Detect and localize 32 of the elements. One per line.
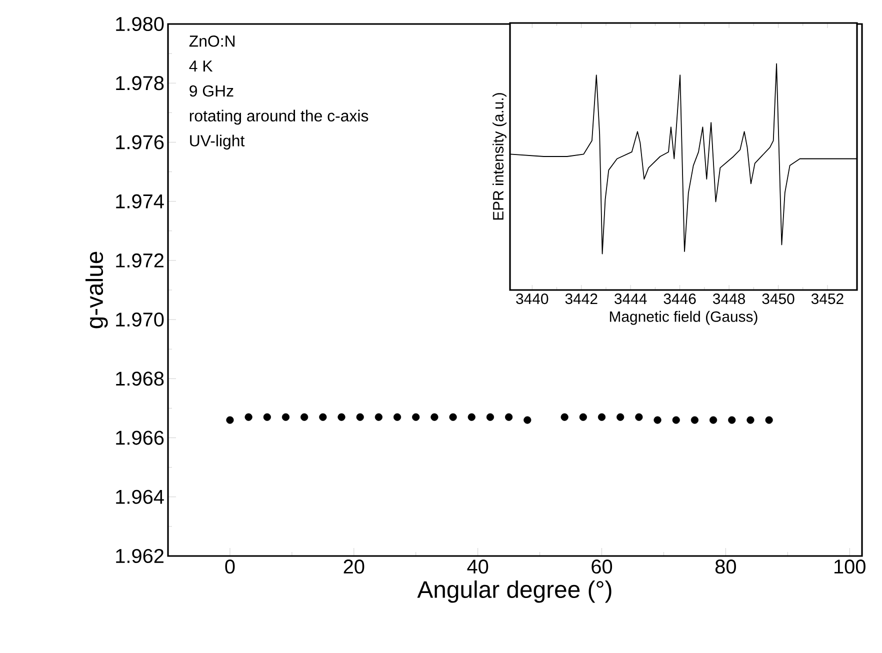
y-tick-label: 1.962 bbox=[116, 548, 164, 564]
annotation: ZnO:N bbox=[189, 36, 235, 47]
x-tick-label: 3442 bbox=[565, 294, 598, 304]
x-axis-title: Magnetic field (Gauss) bbox=[610, 310, 758, 325]
y-tick-label: 1.974 bbox=[116, 194, 164, 208]
annotation: rotating around the c-axis bbox=[190, 110, 368, 125]
y-tick-label: 1.972 bbox=[116, 253, 164, 268]
y-tick-label: 1.968 bbox=[116, 372, 164, 386]
x-tick-label: 0 bbox=[225, 560, 235, 574]
y-tick-label: 1.966 bbox=[116, 430, 164, 445]
x-tick-label: 60 bbox=[592, 560, 612, 574]
y-tick-label: 1.976 bbox=[116, 135, 164, 150]
y-axis-title: EPR intensity (a.u.) bbox=[492, 93, 506, 220]
x-tick-label: 3452 bbox=[811, 294, 844, 304]
annotation: UV-light bbox=[190, 134, 245, 150]
x-tick-label: 3440 bbox=[516, 294, 548, 304]
x-axis-title: Angular degree (°) bbox=[417, 580, 612, 603]
x-tick-label: 3450 bbox=[762, 294, 794, 304]
y-tick-label: 1.980 bbox=[116, 16, 164, 32]
annotation: 9 GHz bbox=[190, 85, 234, 97]
y-tick-label: 1.978 bbox=[116, 76, 164, 90]
x-tick-label: 3444 bbox=[614, 294, 647, 304]
y-tick-label: 1.970 bbox=[116, 312, 164, 327]
x-tick-label: 80 bbox=[715, 560, 736, 574]
x-tick-label: 3448 bbox=[712, 294, 745, 304]
annotation: 4 K bbox=[189, 60, 213, 72]
y-axis-title: g-value bbox=[85, 252, 108, 328]
y-tick-label: 1.964 bbox=[116, 490, 164, 504]
x-tick-label: 3446 bbox=[664, 294, 696, 304]
x-tick-label: 20 bbox=[344, 560, 364, 574]
x-tick-label: 40 bbox=[467, 560, 488, 574]
x-tick-label: 100 bbox=[834, 560, 866, 574]
